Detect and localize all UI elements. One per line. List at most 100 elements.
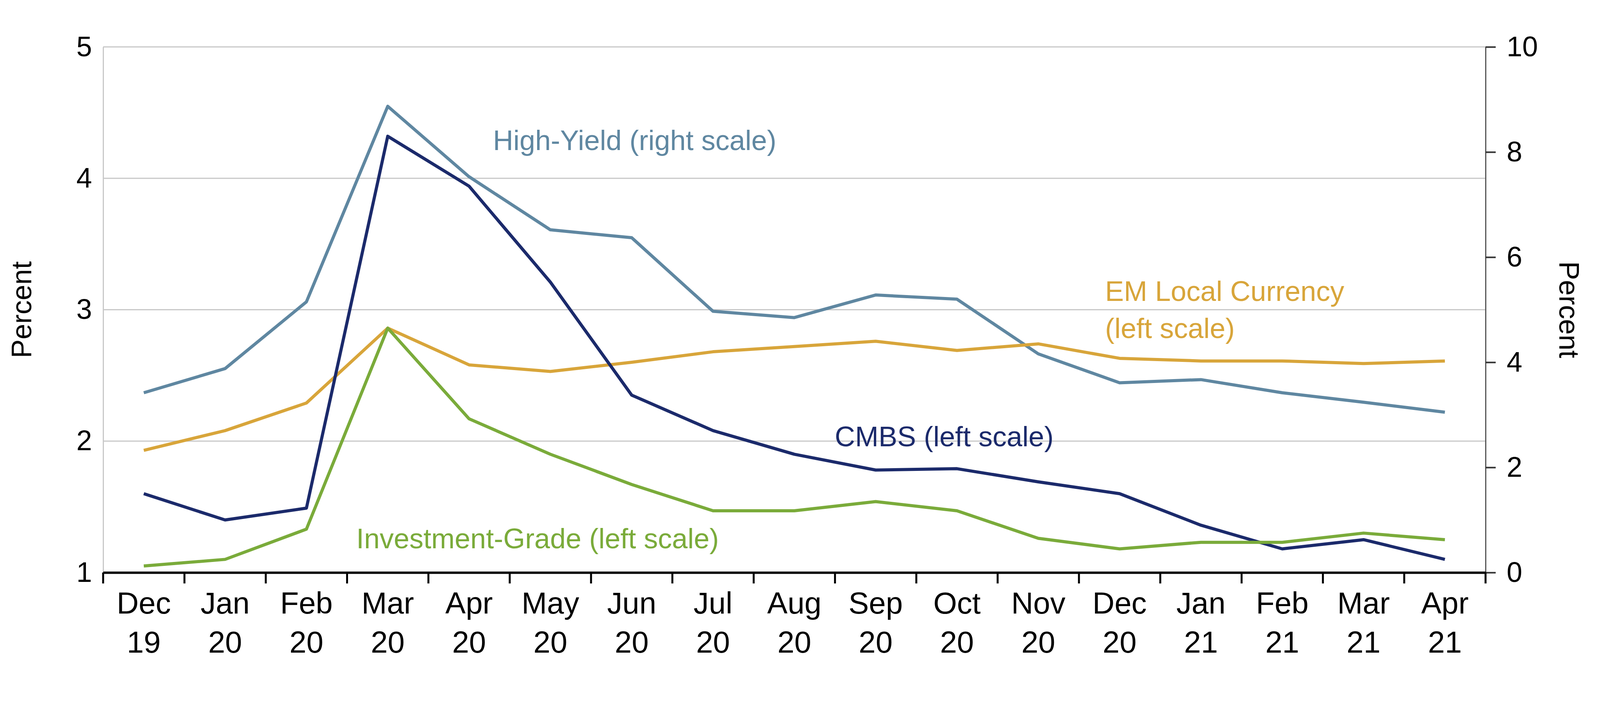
- y2-tick-label: 8: [1506, 135, 1523, 168]
- y2-tick: 6: [1485, 241, 1523, 273]
- y-tick: 2: [76, 424, 104, 456]
- x-tick-label: Apr21: [1421, 585, 1469, 659]
- x-tick-mark: [833, 572, 836, 584]
- series-label: EM Local Currency(left scale): [1105, 275, 1345, 344]
- x-tick-label: Dec19: [116, 585, 172, 659]
- series-label: Investment-Grade (left scale): [356, 522, 719, 554]
- x-tick: Jun20: [607, 572, 657, 659]
- x-tick-label: Dec20: [1092, 585, 1147, 659]
- y-tick: 5: [76, 30, 104, 63]
- y2-tick: 8: [1485, 135, 1523, 168]
- x-tick-label: May20: [521, 585, 579, 659]
- x-tick-label: Jan20: [200, 585, 250, 659]
- grid-line: [103, 46, 1486, 48]
- x-tick: Jul20: [693, 572, 733, 659]
- y-axis-line: [102, 47, 104, 573]
- x-tick-mark: [915, 572, 918, 584]
- y2-tick: 0: [1485, 556, 1523, 588]
- x-tick: Dec19: [116, 572, 172, 659]
- x-tick-mark: [671, 572, 674, 584]
- x-tick: Nov20: [1011, 572, 1066, 659]
- y2-tick-label: 4: [1506, 346, 1523, 378]
- y-tick: 3: [76, 293, 104, 325]
- x-tick: Aug20: [767, 572, 822, 659]
- y2-tick-mark: [1485, 361, 1496, 364]
- grid: [103, 46, 1486, 573]
- x-tick: Mar20: [361, 572, 414, 659]
- x-tick-label: Jul20: [693, 585, 733, 659]
- x-tick-mark: [427, 572, 430, 584]
- x-tick: Jan21: [1176, 572, 1226, 659]
- x-tick-label: Aug20: [767, 585, 822, 659]
- series-line: [143, 136, 1445, 560]
- x-tick-mark: [590, 572, 593, 584]
- x-tick-mark: [752, 572, 755, 584]
- y-tick-label: 5: [76, 30, 93, 63]
- y2-tick-mark: [1485, 256, 1496, 259]
- y-tick: 4: [76, 162, 104, 194]
- x-tick: Apr21: [1421, 572, 1469, 659]
- y2-tick-mark: [1485, 151, 1496, 154]
- y-axis-title: Percent: [5, 260, 38, 358]
- x-tick-label: Oct20: [933, 585, 981, 659]
- x-tick-label: Nov20: [1011, 585, 1066, 659]
- y2-tick: 10: [1485, 30, 1538, 63]
- y2-tick-label: 2: [1506, 451, 1523, 483]
- x-tick-mark: [1321, 572, 1324, 584]
- x-tick: Oct20: [933, 572, 981, 659]
- x-tick: Jan20: [200, 572, 250, 659]
- x-tick-mark: [102, 572, 105, 584]
- y2-tick-mark: [1485, 46, 1496, 49]
- x-tick-label: Feb21: [1255, 585, 1309, 659]
- x-tick-mark: [1078, 572, 1081, 584]
- x-tick-label: Jan21: [1176, 585, 1226, 659]
- x-tick: Mar21: [1337, 572, 1390, 659]
- x-tick-label: Feb20: [280, 585, 333, 659]
- y2-tick-mark: [1485, 466, 1496, 469]
- x-tick-mark: [346, 572, 349, 584]
- x-tick: Feb21: [1255, 572, 1309, 659]
- x-tick-mark: [1403, 572, 1406, 584]
- chart: 1 2 3 4 5 0 2 4 6 8 10 Percent Percent Dec19 Jan20 Feb2…: [0, 0, 1600, 705]
- x-tick: Sep20: [848, 572, 903, 659]
- y-axis: 1 2 3 4 5: [76, 30, 104, 588]
- series-line: [143, 328, 1445, 567]
- x-tick-mark: [183, 572, 186, 584]
- grid-line: [103, 440, 1486, 442]
- x-tick: Apr20: [445, 572, 493, 659]
- y2-tick-mark: [1485, 571, 1496, 574]
- x-tick-mark: [264, 572, 267, 584]
- series-line: [143, 328, 1445, 451]
- x-axis: Dec19 Jan20 Feb20 Mar20 Apr20 May20 Jun20 Jul20…: [103, 572, 1486, 659]
- y2-tick-label: 10: [1506, 30, 1538, 63]
- x-tick-label: Jun20: [607, 585, 657, 659]
- x-axis-line: [103, 571, 1486, 574]
- series-label: High-Yield (right scale): [492, 124, 777, 156]
- x-tick-label: Mar20: [361, 585, 414, 659]
- y-tick-label: 1: [76, 556, 93, 588]
- y-tick: 1: [76, 556, 104, 588]
- grid-line: [103, 177, 1486, 179]
- x-tick-mark: [1240, 572, 1243, 584]
- y-tick-label: 2: [76, 424, 93, 456]
- y-tick-label: 4: [76, 162, 93, 194]
- x-tick-mark: [996, 572, 999, 584]
- x-tick-label: Mar21: [1337, 585, 1390, 659]
- series-label: CMBS (left scale): [834, 420, 1054, 452]
- x-tick-label: Sep20: [848, 585, 903, 659]
- y2-tick-label: 0: [1506, 556, 1523, 588]
- x-tick: Feb20: [280, 572, 333, 659]
- x-tick: Dec20: [1092, 572, 1147, 659]
- x-tick-label: Apr20: [445, 585, 493, 659]
- x-tick-mark: [1159, 572, 1162, 584]
- grid-line: [103, 571, 1486, 574]
- grid-line: [103, 308, 1486, 311]
- y2-axis-line: [1485, 47, 1487, 573]
- y2-tick: 2: [1485, 451, 1523, 483]
- y2-axis: 0 2 4 6 8 10: [1485, 30, 1538, 588]
- x-tick: May20: [521, 572, 579, 659]
- x-tick-mark: [1484, 572, 1487, 584]
- y2-axis-title: Percent: [1553, 260, 1585, 358]
- lines: [143, 106, 1445, 566]
- x-tick-mark: [508, 572, 511, 584]
